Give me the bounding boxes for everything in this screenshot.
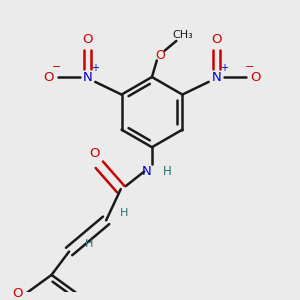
Text: N: N	[142, 165, 152, 178]
Text: O: O	[13, 287, 23, 300]
Text: H: H	[84, 239, 93, 249]
Text: CH₃: CH₃	[173, 30, 194, 40]
Text: N: N	[212, 70, 221, 83]
Text: +: +	[91, 63, 99, 73]
Text: O: O	[250, 70, 261, 83]
Text: H: H	[119, 208, 128, 218]
Text: O: O	[43, 70, 54, 83]
Text: −: −	[245, 62, 254, 72]
Text: −: −	[52, 62, 61, 72]
Text: O: O	[155, 49, 165, 62]
Text: O: O	[211, 34, 222, 46]
Text: +: +	[220, 63, 228, 73]
Text: N: N	[82, 70, 92, 83]
Text: H: H	[163, 165, 172, 178]
Text: O: O	[89, 147, 100, 160]
Text: O: O	[82, 34, 93, 46]
